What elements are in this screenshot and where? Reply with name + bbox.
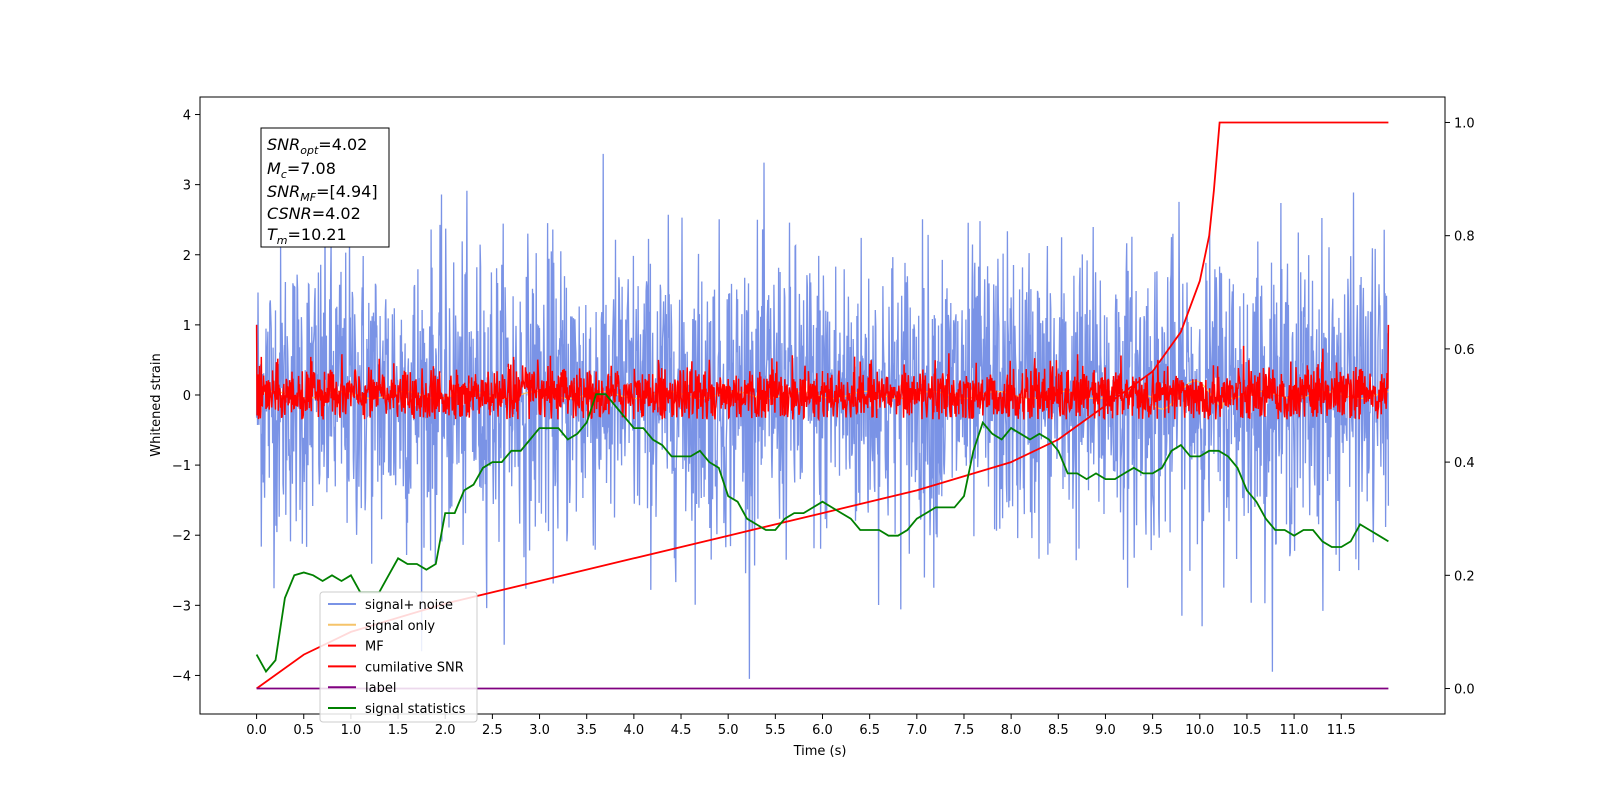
x-tick-label: 3.5 <box>576 723 597 738</box>
legend-entry-label: signal only <box>365 619 435 634</box>
x-tick-label: 3.0 <box>529 723 550 738</box>
csnr-text: CSNR=4.02 <box>267 204 361 223</box>
x-tick-label: 11.5 <box>1327 723 1356 738</box>
snr-mf-text: SNRMF=[4.94] <box>267 182 378 204</box>
mc-text: Mc=7.08 <box>267 159 336 181</box>
x-tick-label: 1.0 <box>341 723 362 738</box>
y-tick-label: 2 <box>183 249 191 264</box>
x-tick-label: 5.0 <box>718 723 739 738</box>
x-tick-label: 2.5 <box>482 723 503 738</box>
y-tick-label: −3 <box>172 599 191 614</box>
legend: signal+ noise signal only MF cumilative SNR… <box>319 591 478 723</box>
y-tick-label: −1 <box>172 459 191 474</box>
x-tick-label: 7.0 <box>906 723 927 738</box>
x-tick-label: 9.0 <box>1095 723 1116 738</box>
x-tick-label: 10.5 <box>1232 723 1261 738</box>
legend-entry-label: cumilative SNR <box>365 660 464 675</box>
y2-tick-label: 0.2 <box>1454 569 1475 584</box>
y-tick-label: −4 <box>172 669 191 684</box>
y-axis-label: Whitened strain <box>149 353 164 456</box>
x-axis: 0.0 0.5 1.0 1.5 2.0 2.5 3.0 3.5 4.0 4.5 5.0 5.5 6.0 6… <box>246 714 1356 738</box>
y2-tick-label: 0.4 <box>1454 456 1475 471</box>
x-tick-label: 5.5 <box>765 723 786 738</box>
x-tick-label: 11.0 <box>1280 723 1309 738</box>
x-tick-label: 9.5 <box>1142 723 1163 738</box>
x-tick-label: 7.5 <box>954 723 975 738</box>
x-tick-label: 2.0 <box>435 723 456 738</box>
x-tick-label: 4.5 <box>671 723 692 738</box>
legend-entry-label: signal+ noise <box>365 598 453 613</box>
legend-frame <box>319 591 478 723</box>
legend-entry-label: label <box>365 681 396 696</box>
legend-entry-label: signal statistics <box>365 702 466 717</box>
y-tick-label: 3 <box>183 179 191 194</box>
series-signal-statistics-line <box>255 393 1389 674</box>
y2-tick-label: 1.0 <box>1454 116 1475 131</box>
tm-text: Tm=10.21 <box>267 225 347 247</box>
x-tick-label: 8.0 <box>1001 723 1022 738</box>
y-tick-label: 1 <box>183 319 191 334</box>
y-tick-label: 0 <box>183 389 191 404</box>
x-tick-label: 0.0 <box>246 723 267 738</box>
x-axis-label: Time (s) <box>793 744 847 759</box>
y2-tick-label: 0.6 <box>1454 343 1475 358</box>
x-tick-label: 6.0 <box>812 723 833 738</box>
y2-tick-label: 0.0 <box>1454 683 1475 698</box>
y-tick-label: −2 <box>172 529 191 544</box>
x-tick-label: 10.0 <box>1185 723 1214 738</box>
legend-entry-label: MF <box>365 640 384 655</box>
y-axis-left: 4 3 2 1 0 −1 −2 −3 −4 <box>172 109 200 684</box>
snr-opt-text: SNRopt=4.02 <box>267 135 367 157</box>
x-tick-label: 8.5 <box>1048 723 1069 738</box>
x-tick-label: 0.5 <box>293 723 314 738</box>
series-mf-line <box>255 324 1390 422</box>
x-tick-label: 6.5 <box>859 723 880 738</box>
y2-tick-label: 0.8 <box>1454 230 1475 245</box>
stats-annotation-box: SNRopt=4.02 Mc=7.08 SNRMF=[4.94] CSNR=4.… <box>260 127 390 248</box>
y-axis-right: 1.0 0.8 0.6 0.4 0.2 0.0 <box>1445 116 1475 698</box>
x-tick-label: 1.5 <box>388 723 409 738</box>
y-tick-label: 4 <box>183 109 191 124</box>
x-tick-label: 4.0 <box>624 723 645 738</box>
